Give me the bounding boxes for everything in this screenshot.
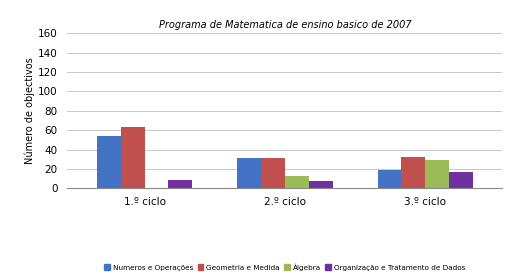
- Bar: [401, 157, 425, 188]
- Bar: [261, 158, 285, 188]
- Bar: [285, 176, 309, 188]
- Bar: [121, 127, 145, 188]
- Bar: [97, 136, 121, 188]
- Y-axis label: Número de objectivos: Número de objectivos: [24, 57, 35, 164]
- Legend: Numeros e Operações, Geometria e Medida, Álgebra, Organização e Tratamento de Da: Numeros e Operações, Geometria e Medida,…: [104, 263, 466, 271]
- Bar: [168, 180, 192, 188]
- Bar: [237, 158, 261, 188]
- Bar: [425, 160, 449, 188]
- Title: Programa de Matematica de ensino basico de 2007: Programa de Matematica de ensino basico …: [159, 20, 411, 30]
- Bar: [309, 181, 333, 188]
- Bar: [449, 172, 473, 188]
- Bar: [378, 170, 401, 188]
